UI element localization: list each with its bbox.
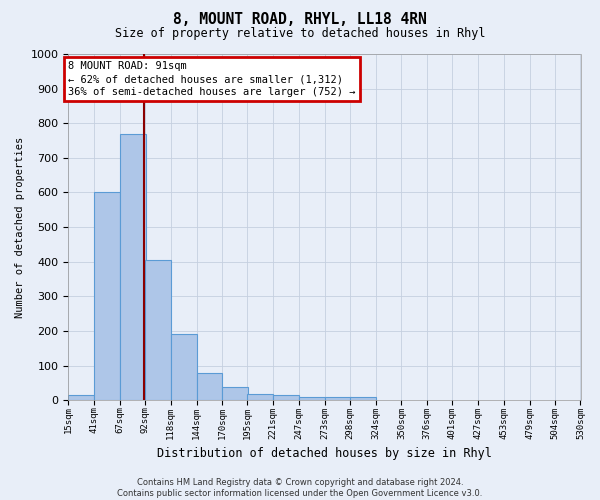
Bar xyxy=(94,192,120,400)
Bar xyxy=(273,395,299,400)
Bar xyxy=(120,134,146,400)
Bar xyxy=(197,373,223,400)
Bar xyxy=(247,394,273,400)
Text: 8, MOUNT ROAD, RHYL, LL18 4RN: 8, MOUNT ROAD, RHYL, LL18 4RN xyxy=(173,12,427,28)
Bar xyxy=(171,334,197,400)
X-axis label: Distribution of detached houses by size in Rhyl: Distribution of detached houses by size … xyxy=(157,447,492,460)
Text: Contains HM Land Registry data © Crown copyright and database right 2024.
Contai: Contains HM Land Registry data © Crown c… xyxy=(118,478,482,498)
Text: 8 MOUNT ROAD: 91sqm
← 62% of detached houses are smaller (1,312)
36% of semi-det: 8 MOUNT ROAD: 91sqm ← 62% of detached ho… xyxy=(68,61,356,98)
Bar xyxy=(68,395,94,400)
Bar xyxy=(223,387,248,400)
Bar xyxy=(350,398,376,400)
Bar xyxy=(299,396,325,400)
Text: Size of property relative to detached houses in Rhyl: Size of property relative to detached ho… xyxy=(115,28,485,40)
Bar xyxy=(325,398,351,400)
Y-axis label: Number of detached properties: Number of detached properties xyxy=(15,136,25,318)
Bar xyxy=(145,260,171,400)
